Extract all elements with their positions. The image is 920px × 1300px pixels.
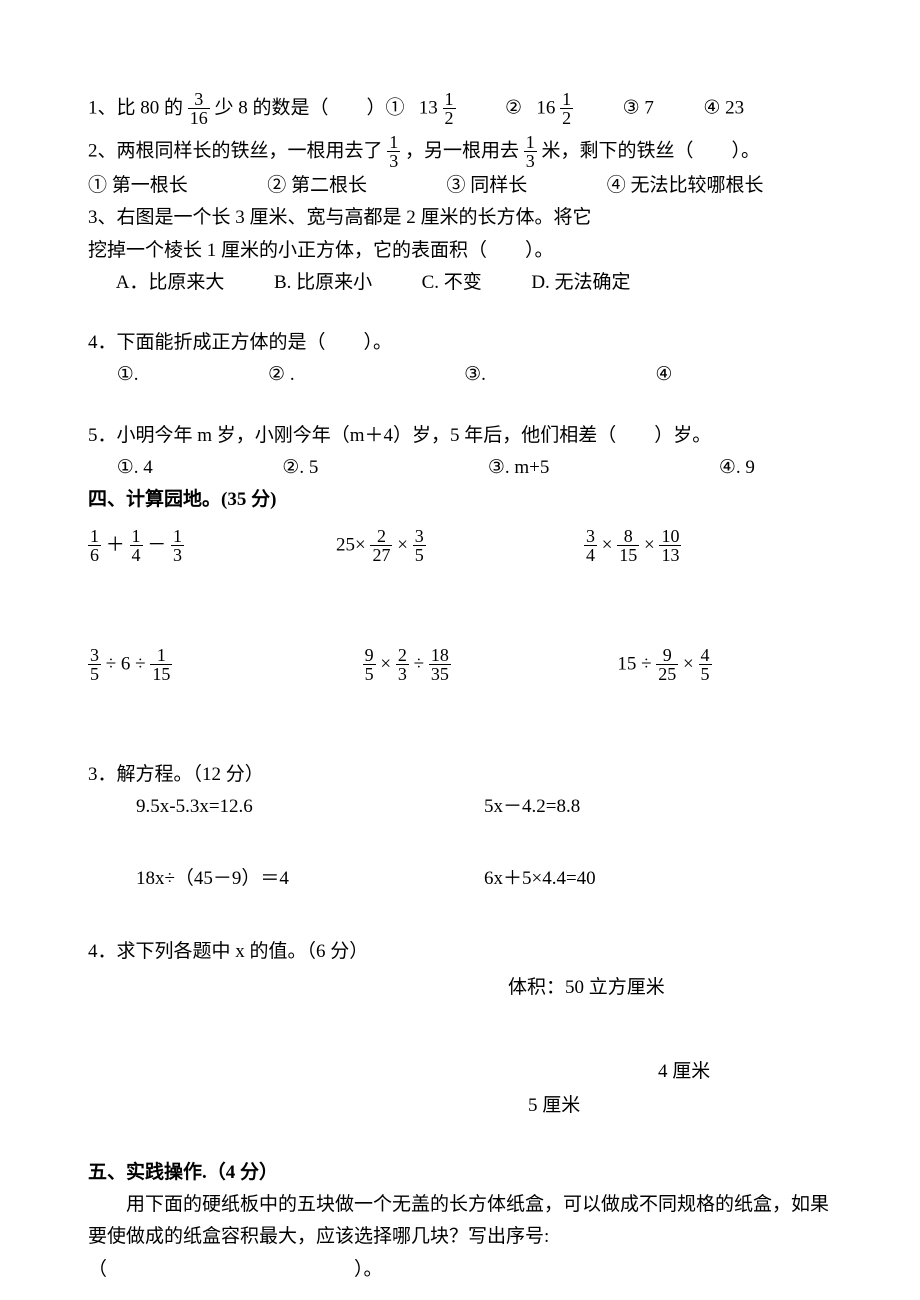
q3-optA: A．比原来大 (116, 272, 225, 293)
sec4-title: 四、计算园地。(35 分) (88, 484, 832, 516)
q1-opt2-whole: 16 (536, 97, 555, 118)
q1-opt1-frac: 1 2 (443, 90, 456, 127)
q4-o2: ② . (268, 364, 295, 385)
eq-2b: 6x＋5×4.4=40 (484, 863, 832, 895)
q1-opt2-frac: 1 2 (560, 90, 573, 127)
q3-optD: D. 无法确定 (531, 272, 630, 293)
q2-frac-a: 1 3 (387, 133, 400, 170)
q2-opt1: ① 第一根长 (88, 175, 188, 196)
q2-c: 米，剩下的铁丝（ ）。 (542, 140, 761, 161)
eq-1b: 5x－4.2=8.8 (484, 791, 832, 823)
q2-b: ，另一根用去 (405, 140, 519, 161)
q3-l1: 3、右图是一个长 3 厘米、宽与高都是 2 厘米的长方体。将它 (88, 202, 832, 234)
q4-o4: ④ (655, 364, 672, 385)
eq-2a: 18x÷（45－9）＝4 (88, 863, 484, 895)
q4-options: ①. ② . ③. ④ (88, 359, 832, 391)
q1-opt2-lead: ② (505, 97, 522, 118)
calc2-c: 15 ÷ 925 × 45 (577, 646, 832, 683)
q2-frac-b: 1 3 (524, 133, 537, 170)
q1-opt3: ③ 7 (623, 97, 654, 118)
q4x-dim1: 4 厘米 (88, 1056, 832, 1088)
q4x-title: 4．求下列各题中 x 的值。（6 分） (88, 936, 832, 968)
eq-space-2 (88, 896, 832, 936)
eq-row-2: 18x÷（45－9）＝4 6x＋5×4.4=40 (88, 863, 832, 895)
q4-o1: ①. (117, 364, 139, 385)
calc1-a: 16 ＋ 14 － 13 (88, 527, 336, 564)
q3-optC: C. 不变 (422, 272, 482, 293)
page: 1、比 80 的 3 16 少 8 的数是（ ）① 13 1 2 ② 16 1 … (0, 0, 920, 1300)
q1-opt1-whole: 13 (419, 97, 438, 118)
calc1-b: 25× 227 × 35 (336, 527, 584, 564)
q1-opt4: ④ 23 (703, 97, 744, 118)
calc-row-1: 16 ＋ 14 － 13 25× 227 × 35 34 × 815 × 101… (88, 527, 832, 564)
sec5: 五、实践操作.（4 分） 用下面的硬纸板中的五块做一个无盖的长方体纸盒，可以做成… (88, 1157, 832, 1286)
eq-title: 3．解方程。（12 分） (88, 759, 832, 791)
q5-o4: ④. 9 (719, 457, 755, 478)
q5-stem: 5．小明今年 m 岁，小刚今年（m＋4）岁，5 年后，他们相差（ ）岁。 (88, 420, 832, 452)
q5-o1: ①. 4 (117, 457, 153, 478)
q1-mid: 少 8 的数是（ ）① (215, 97, 405, 118)
calc2-b: 95 × 23 ÷ 1835 (303, 646, 578, 683)
q2-a: 2、两根同样长的铁丝，一根用去了 (88, 140, 383, 161)
q4x-figure: 体积：50 立方厘米 4 厘米 5 厘米 (88, 972, 832, 1123)
calc1-c: 34 × 815 × 1013 (584, 527, 832, 564)
q4x-vol: 体积：50 立方厘米 (88, 972, 832, 1004)
q2-opt3: ③ 同样长 (447, 175, 528, 196)
q3-optB: B. 比原来小 (274, 272, 372, 293)
q3-options: A．比原来大 B. 比原来小 C. 不变 D. 无法确定 (88, 267, 832, 299)
q3-l2: 挖掉一个棱长 1 厘米的小正方体，它的表面积（ ）。 (88, 235, 832, 267)
sec5-body: 用下面的硬纸板中的五块做一个无盖的长方体纸盒，可以做成不同规格的纸盒，如果要使做… (88, 1189, 832, 1286)
q1-prefix: 1、比 80 的 (88, 97, 183, 118)
q5-options: ①. 4 ②. 5 ③. m+5 ④. 9 (88, 452, 832, 484)
eq-space-1 (88, 823, 832, 863)
q5-o2: ②. 5 (282, 457, 318, 478)
calc-space-1 (88, 570, 832, 640)
q2-opt2: ② 第二根长 (267, 175, 367, 196)
q2-line1: 2、两根同样长的铁丝，一根用去了 1 3 ，另一根用去 1 3 米，剩下的铁丝（… (88, 133, 832, 170)
q1-frac: 3 16 (188, 90, 210, 127)
q4x-dim2: 5 厘米 (88, 1090, 832, 1122)
calc2-a: 35 ÷ 6 ÷ 115 (88, 646, 303, 683)
sec5-title: 五、实践操作.（4 分） (88, 1157, 832, 1189)
calc-row-2: 35 ÷ 6 ÷ 115 95 × 23 ÷ 1835 15 ÷ 925 × 4… (88, 646, 832, 683)
eq-1a: 9.5x-5.3x=12.6 (88, 791, 484, 823)
q4-o3: ③. (464, 364, 486, 385)
q4-stem: 4．下面能折成正方体的是（ ）。 (88, 327, 832, 359)
eq-row-1: 9.5x-5.3x=12.6 5x－4.2=8.8 (88, 791, 832, 823)
calc-space-2 (88, 689, 832, 759)
q5-o3: ③. m+5 (488, 457, 550, 478)
q2-options: ① 第一根长 ② 第二根长 ③ 同样长 ④ 无法比较哪根长 (88, 170, 832, 202)
q2-opt4: ④ 无法比较哪根长 (607, 175, 764, 196)
q1: 1、比 80 的 3 16 少 8 的数是（ ）① 13 1 2 ② 16 1 … (88, 90, 832, 127)
